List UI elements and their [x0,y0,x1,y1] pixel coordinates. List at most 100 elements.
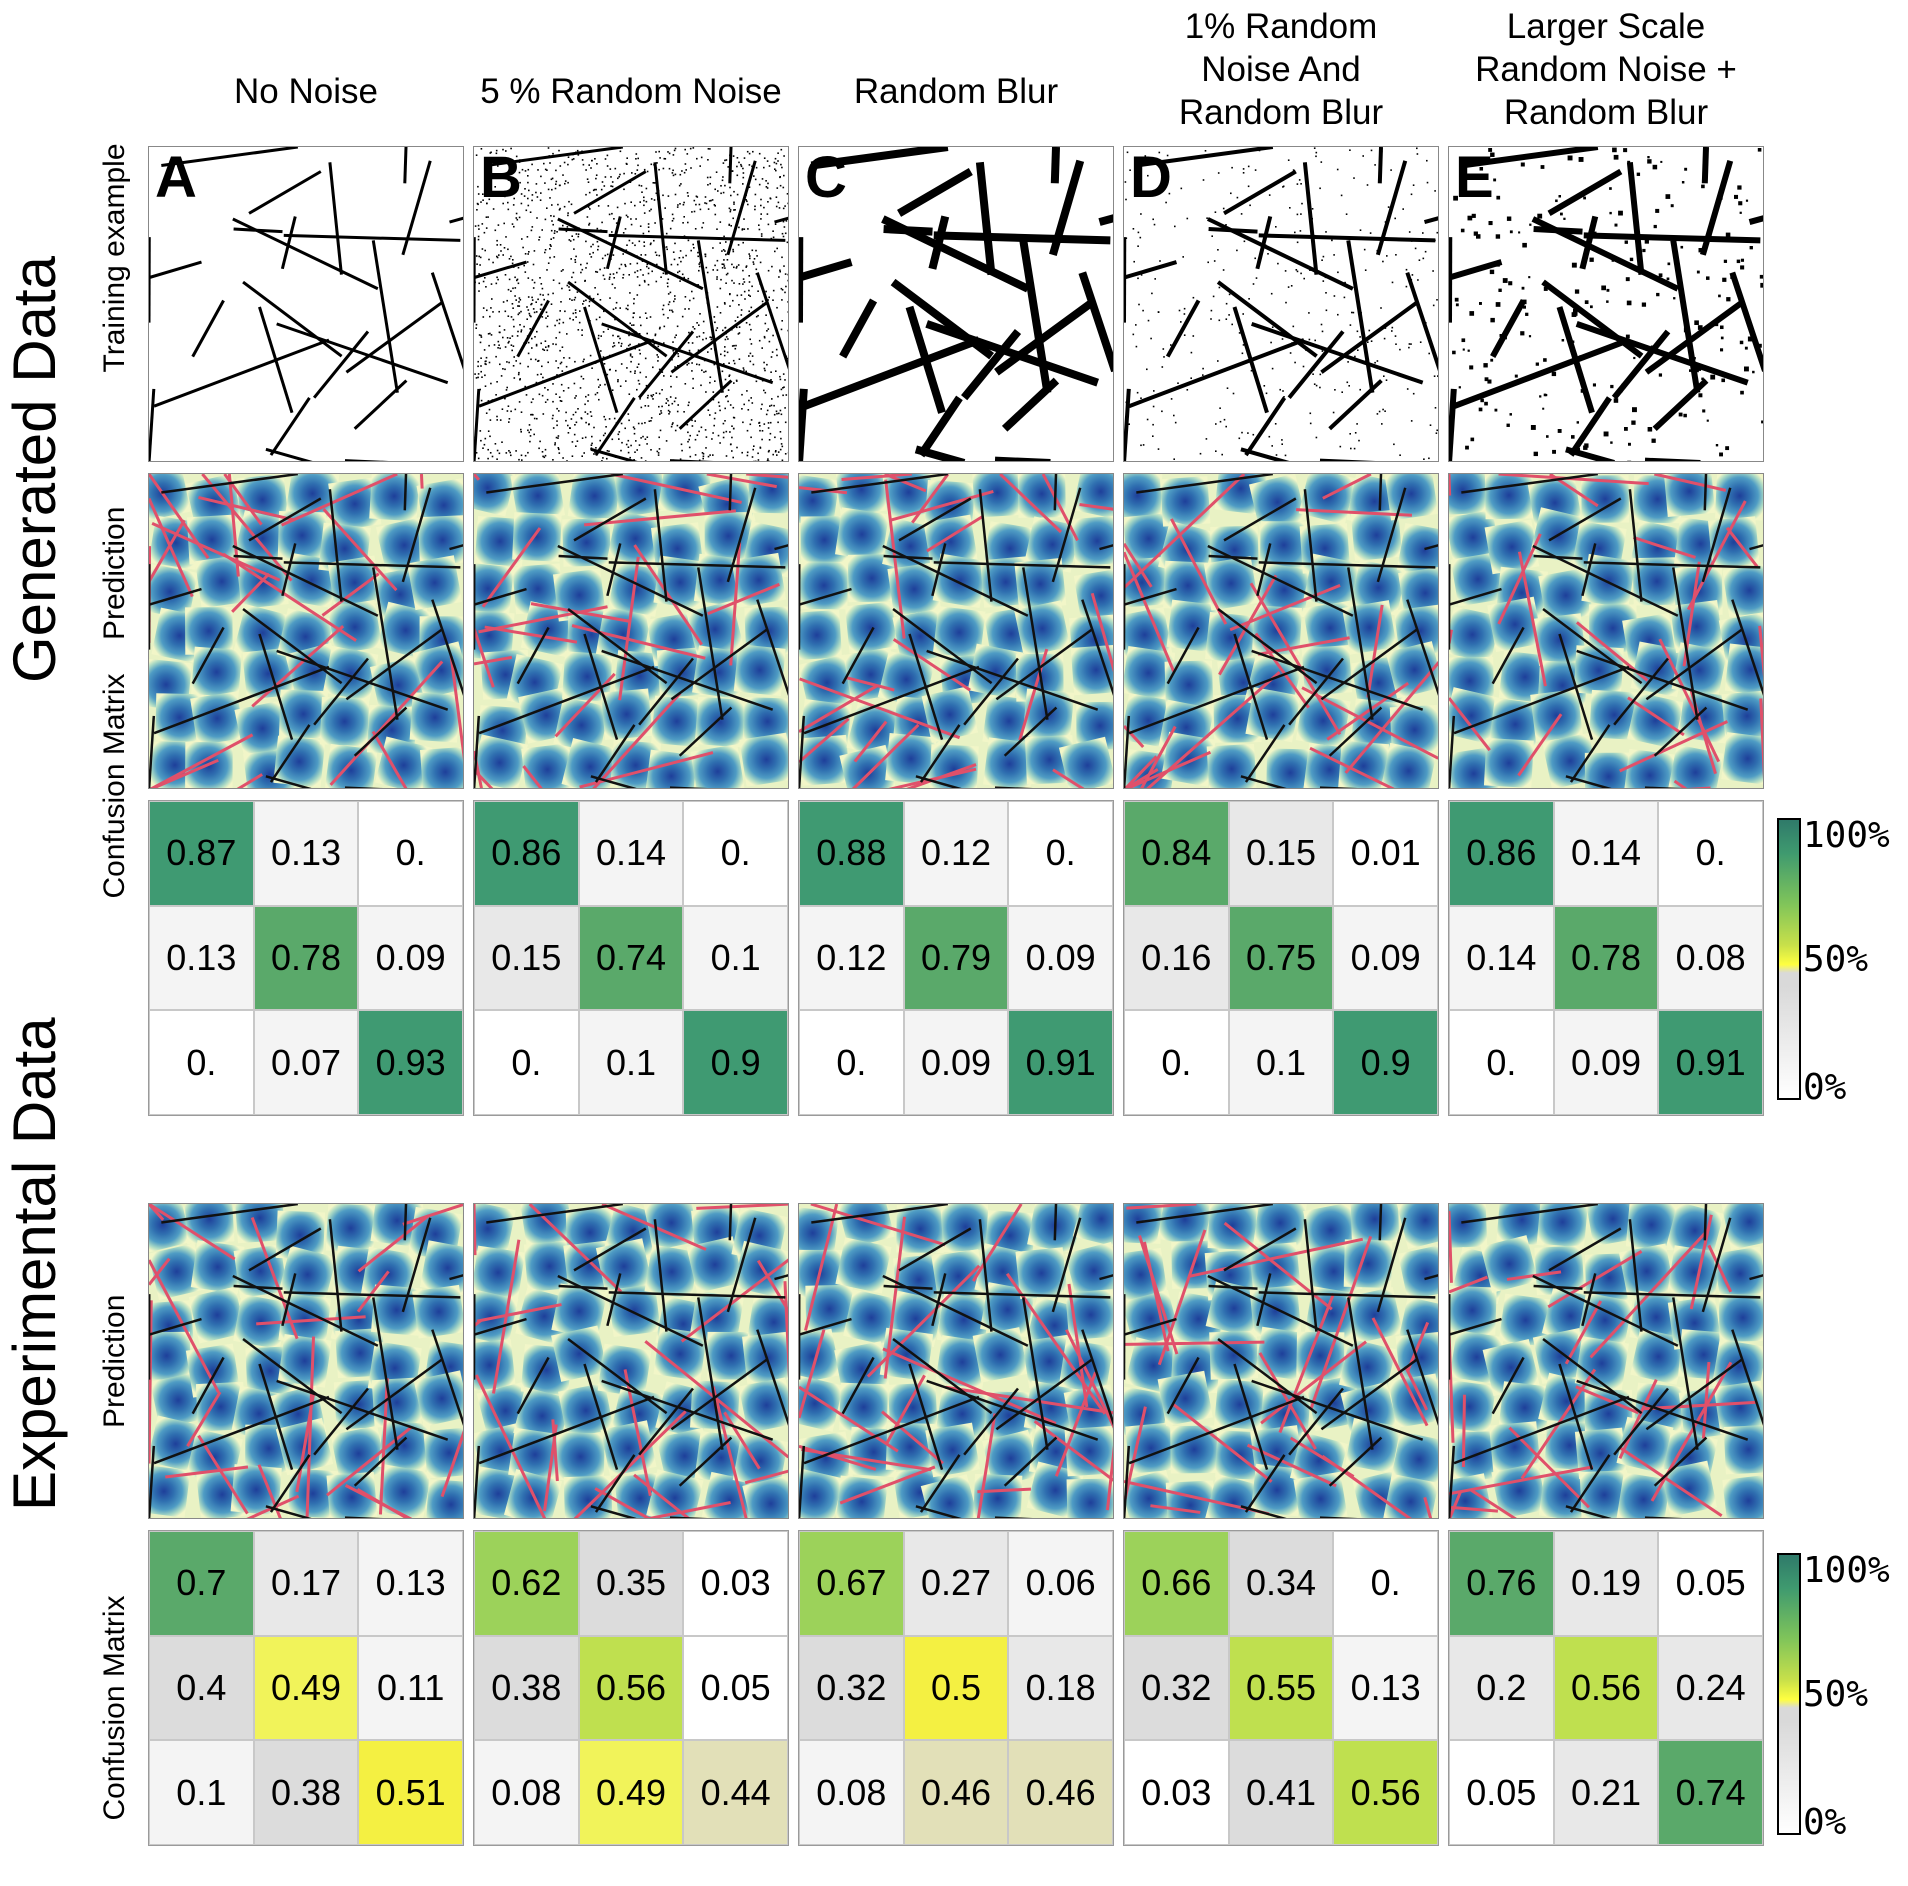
confusion-cell: 0.9 [1333,1010,1438,1115]
confusion-cell: 0.1 [578,1010,684,1115]
confusion-cell: 0.75 [1228,905,1334,1011]
training-example-image [1124,147,1438,461]
prediction-map-image [1449,474,1763,788]
confusion-cell: 0.67 [799,1531,904,1636]
prediction-experimental-e [1448,1203,1764,1519]
confusion-cell: 0.15 [1228,801,1334,906]
confusion-matrix-experimental-e: 0.76 0.19 0.05 0.2 0.56 0.24 0.05 0.21 0.74 [1448,1530,1764,1846]
confusion-cell: 0.49 [578,1740,684,1845]
confusion-cell: 0. [799,1010,904,1115]
prediction-generated-c [798,473,1114,789]
panel-letter-c: C [805,146,847,210]
confusion-matrix-experimental-c: 0.67 0.27 0.06 0.32 0.5 0.18 0.08 0.46 0.46 [798,1530,1114,1846]
row-label-prediction-generated: Prediction [98,506,131,640]
confusion-matrix-generated-d: 0.84 0.15 0.01 0.16 0.75 0.09 0. 0.1 0.9 [1123,800,1439,1116]
confusion-cell: 0. [1449,1010,1554,1115]
training-example-image [799,147,1113,461]
confusion-cell: 0.05 [1658,1531,1763,1636]
prediction-map-image [149,474,463,788]
confusion-cell: 0. [1658,801,1763,906]
confusion-cell: 0.27 [903,1531,1009,1636]
prediction-experimental-c [798,1203,1114,1519]
confusion-cell: 0.84 [1124,801,1229,906]
confusion-cell: 0.12 [903,801,1009,906]
confusion-matrix-experimental-a: 0.7 0.17 0.13 0.4 0.49 0.11 0.1 0.38 0.51 [148,1530,464,1846]
confusion-cell: 0.07 [253,1010,359,1115]
confusion-cell: 0.78 [1553,905,1659,1011]
confusion-cell: 0.03 [683,1531,788,1636]
confusion-cell: 0.03 [1124,1740,1229,1845]
colorbar-experimental-bottom: 0% [1803,1802,1847,1843]
prediction-map-image [474,474,788,788]
prediction-experimental-b [473,1203,789,1519]
column-title-b: 5 % Random Noise [480,72,782,111]
prediction-generated-a [148,473,464,789]
confusion-cell: 0.46 [903,1740,1009,1845]
confusion-cell: 0.01 [1333,801,1438,906]
colorbar-experimental-top: 100% [1803,1550,1890,1591]
colorbar-generated-top: 100% [1803,815,1890,856]
confusion-cell: 0. [1333,1531,1438,1636]
confusion-cell: 0.38 [474,1635,579,1741]
confusion-cell: 0.13 [358,1531,463,1636]
confusion-cell: 0.13 [149,905,254,1011]
colorbar-generated [1777,818,1801,1100]
column-title-a: No Noise [234,72,378,111]
confusion-cell: 0.86 [1449,801,1554,906]
confusion-cell: 0. [358,801,463,906]
colorbar-generated-mid: 50% [1803,939,1869,980]
confusion-cell: 0.35 [578,1531,684,1636]
confusion-cell: 0.24 [1658,1635,1763,1741]
confusion-cell: 0.76 [1449,1531,1554,1636]
confusion-cell: 0. [1008,801,1113,906]
confusion-cell: 0.1 [149,1740,254,1845]
column-title-e: Larger Scale Random Noise + Random Blur [1475,7,1737,132]
confusion-cell: 0.16 [1124,905,1229,1011]
confusion-cell: 0.93 [358,1010,463,1115]
confusion-cell: 0.06 [1008,1531,1113,1636]
training-panel-e: E [1448,146,1764,462]
confusion-cell: 0.05 [683,1635,788,1741]
confusion-cell: 0.32 [1124,1635,1229,1741]
confusion-cell: 0.09 [358,905,463,1011]
panel-letter-d: D [1130,146,1172,210]
confusion-cell: 0.08 [474,1740,579,1845]
colorbar-experimental-mid: 50% [1803,1674,1869,1715]
confusion-cell: 0.32 [799,1635,904,1741]
confusion-cell: 0.46 [1008,1740,1113,1845]
confusion-cell: 0.44 [683,1740,788,1845]
colorbar-generated-bottom: 0% [1803,1067,1847,1108]
experimental-data-label: Experimental Data [1,1017,68,1511]
confusion-cell: 0.17 [253,1531,359,1636]
training-example-image [1449,147,1763,461]
confusion-cell: 0.09 [1333,905,1438,1011]
confusion-cell: 0.2 [1449,1635,1554,1741]
confusion-cell: 0.19 [1553,1531,1659,1636]
row-label-confusion-experimental: Confusion Matrix [98,1595,131,1821]
confusion-cell: 0.5 [903,1635,1009,1741]
prediction-experimental-a [148,1203,464,1519]
confusion-cell: 0.91 [1658,1010,1763,1115]
training-panel-b: B [473,146,789,462]
confusion-cell: 0.9 [683,1010,788,1115]
confusion-cell: 0.11 [358,1635,463,1741]
confusion-cell: 0.74 [578,905,684,1011]
confusion-cell: 0. [683,801,788,906]
confusion-cell: 0.08 [1658,905,1763,1011]
confusion-cell: 0.13 [253,801,359,906]
confusion-cell: 0.56 [1333,1740,1438,1845]
training-example-image [474,147,788,461]
confusion-cell: 0. [149,1010,254,1115]
prediction-map-image [149,1204,463,1518]
confusion-cell: 0.08 [799,1740,904,1845]
panel-letter-e: E [1455,146,1494,210]
confusion-cell: 0.09 [903,1010,1009,1115]
confusion-matrix-generated-a: 0.87 0.13 0. 0.13 0.78 0.09 0. 0.07 0.93 [148,800,464,1116]
confusion-cell: 0. [474,1010,579,1115]
confusion-cell: 0.66 [1124,1531,1229,1636]
confusion-matrix-generated-c: 0.88 0.12 0. 0.12 0.79 0.09 0. 0.09 0.91 [798,800,1114,1116]
prediction-generated-d [1123,473,1439,789]
column-title-c: Random Blur [853,72,1059,111]
confusion-cell: 0.74 [1658,1740,1763,1845]
row-label-prediction-experimental: Prediction [98,1294,131,1428]
